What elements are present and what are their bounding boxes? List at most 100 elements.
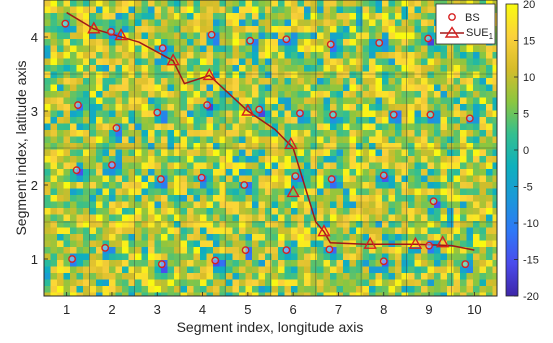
heatmap-cell [343,32,350,40]
heatmap-cell [330,169,337,176]
segment-grid [44,0,497,296]
heatmap-cell [115,208,123,215]
heatmap-cell [213,39,220,46]
heatmap-cell [148,65,155,72]
heatmap-cell [421,71,428,79]
heatmap-cell [349,286,357,293]
heatmap-cell [63,117,71,124]
heatmap-cell [356,234,363,241]
heatmap-cell [102,162,110,170]
heatmap-cell [414,286,422,293]
heatmap-cell [297,260,305,267]
heatmap-cell [83,143,90,150]
heatmap-cell [460,71,467,79]
heatmap-cell [278,279,285,287]
heatmap-cell [187,227,194,235]
heatmap-cell [375,266,383,274]
heatmap-cell [473,156,480,163]
heatmap-cell [434,97,441,105]
heatmap-cell [421,130,428,137]
heatmap-cell [369,279,376,287]
heatmap-cell [141,0,149,7]
heatmap-cell [102,0,110,7]
heatmap-cell [265,227,272,235]
heatmap-cell [460,149,467,157]
heatmap-cell [141,260,149,267]
heatmap-cell [252,6,259,14]
heatmap-cell [349,247,357,254]
heatmap-cell [115,169,123,176]
heatmap-cell [213,32,220,40]
heatmap-cell [343,149,350,157]
heatmap-cell [193,195,201,202]
heatmap-cell [479,104,487,111]
heatmap-cell [44,188,51,196]
heatmap-cell [206,39,214,46]
heatmap-cell [213,234,220,241]
heatmap-cell [109,247,116,254]
heatmap-cell [349,188,357,196]
heatmap-cell [89,266,97,274]
heatmap-cell [96,117,103,124]
heatmap-cell [388,65,396,72]
heatmap-cell [291,286,298,293]
heatmap-cell [362,13,370,20]
heatmap-cell [200,201,207,209]
heatmap-cell [375,260,383,267]
heatmap-cell [141,123,149,131]
heatmap-cell [375,91,383,98]
heatmap-cell [395,162,402,170]
heatmap-cell [336,19,344,27]
heatmap-cell [265,279,272,287]
heatmap-cell [89,143,97,150]
sue-marker [166,53,180,66]
heatmap-cell [492,247,497,254]
heatmap-cell [239,143,246,150]
heatmap-cell [310,65,318,72]
heatmap-cell [200,292,207,296]
heatmap-cell [388,78,396,85]
heatmap-cell [486,0,493,7]
heatmap-cell [453,208,461,215]
heatmap-cell [343,169,350,176]
heatmap-cell [473,273,480,280]
heatmap-cell [265,39,272,46]
heatmap-cell [336,13,344,20]
heatmap-cell [89,273,97,280]
heatmap-cell [466,260,474,267]
heatmap-cell [330,143,337,150]
heatmap-cell [297,32,305,40]
heatmap-cell [226,253,233,261]
heatmap-cell [349,156,357,163]
heatmap-cell [239,78,246,85]
heatmap-cell [89,58,97,66]
heatmap-cell [343,221,350,228]
heatmap-cell [89,175,97,183]
heatmap-cell [447,117,454,124]
heatmap-cell [226,130,233,137]
heatmap-cell [193,201,201,209]
heatmap-cell [63,247,71,254]
heatmap-cell [291,110,298,118]
heatmap-cell [57,247,64,254]
heatmap-cell [421,104,428,111]
heatmap-cell [434,156,441,163]
heatmap-cell [434,169,441,176]
heatmap-cell [479,292,487,296]
heatmap-cell [395,32,402,40]
heatmap-cell [174,39,181,46]
heatmap-cell [141,234,149,241]
heatmap-cell [460,143,467,150]
heatmap-cell [226,65,233,72]
heatmap-cell [141,156,149,163]
heatmap-cell [401,247,409,254]
base-station-marker [325,245,334,254]
heatmap-cell [466,149,474,157]
heatmap-cell [180,65,188,72]
heatmap-cell [115,292,123,296]
heatmap-cell [50,130,58,137]
heatmap-cell [434,143,441,150]
heatmap-cell [245,6,253,14]
base-station-marker [282,246,291,255]
heatmap-cell [297,123,305,131]
